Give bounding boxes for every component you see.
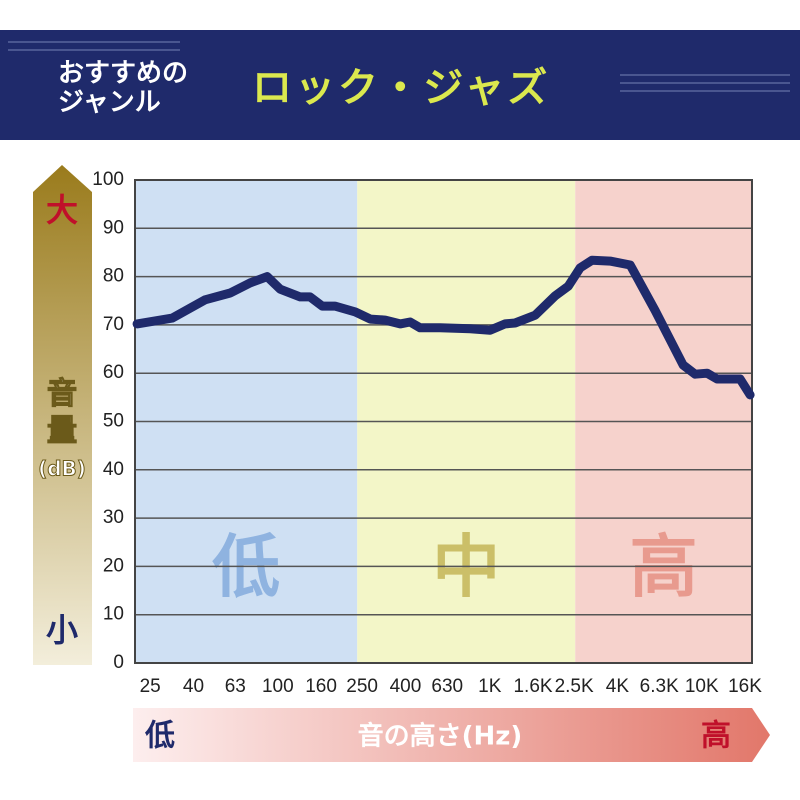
x-scale-low: 低 bbox=[144, 719, 175, 754]
x-tick-label: 40 bbox=[183, 676, 204, 697]
x-tick-label: 16K bbox=[728, 676, 762, 697]
x-tick-label: 400 bbox=[390, 676, 422, 697]
y-arrow bbox=[33, 165, 92, 665]
x-tick-label: 1.6K bbox=[513, 676, 552, 697]
y-label: (dB) bbox=[38, 457, 86, 481]
chart-title: ロック・ジャズ bbox=[252, 65, 550, 111]
band-label: 高 bbox=[630, 529, 698, 608]
genre-label: ジャンル bbox=[58, 88, 161, 118]
y-tick-label: 20 bbox=[103, 555, 124, 576]
x-tick-label: 4K bbox=[606, 676, 630, 697]
x-tick-label: 2.5K bbox=[555, 676, 594, 697]
y-tick-label: 90 bbox=[103, 217, 124, 238]
y-tick-label: 10 bbox=[103, 604, 124, 625]
x-tick-label: 6.3K bbox=[640, 676, 679, 697]
x-tick-label: 100 bbox=[262, 676, 294, 697]
y-tick-label: 40 bbox=[103, 459, 124, 480]
y-label: 量 bbox=[47, 414, 77, 449]
y-tick-label: 30 bbox=[103, 507, 124, 528]
y-tick-label: 0 bbox=[113, 652, 124, 673]
x-tick-label: 1K bbox=[478, 676, 502, 697]
genre-label: おすすめの bbox=[58, 59, 188, 89]
data-line bbox=[132, 255, 755, 400]
x-tick-label: 630 bbox=[431, 676, 463, 697]
header-decor bbox=[8, 41, 790, 92]
plot-border bbox=[134, 179, 753, 664]
y-tick-label: 60 bbox=[103, 362, 124, 383]
x-tick-label: 160 bbox=[305, 676, 337, 697]
plot: 低 中 高 0 10 20 30 40 50 60 70 80 90 100 25 40 63 100 160 250… bbox=[92, 169, 762, 697]
x-arrow bbox=[133, 708, 770, 762]
header-band bbox=[0, 30, 800, 140]
y-label: 音 bbox=[47, 377, 77, 412]
x-tick-label: 10K bbox=[685, 676, 719, 697]
y-scale-high: 大 bbox=[46, 191, 78, 229]
x-scale-high: 高 bbox=[701, 719, 731, 754]
x-label: 音の高さ(Hz) bbox=[358, 721, 523, 752]
x-tick-label: 250 bbox=[346, 676, 378, 697]
y-tick-label: 100 bbox=[92, 169, 124, 190]
band-label: 中 bbox=[432, 529, 500, 608]
y-scale-low: 小 bbox=[46, 611, 78, 649]
x-tick-label: 63 bbox=[225, 676, 246, 697]
band-label: 低 bbox=[212, 529, 280, 608]
y-tick-label: 50 bbox=[103, 411, 124, 432]
y-tick-label: 70 bbox=[103, 314, 124, 335]
x-tick-label: 25 bbox=[140, 676, 161, 697]
y-tick-label: 80 bbox=[103, 266, 124, 287]
